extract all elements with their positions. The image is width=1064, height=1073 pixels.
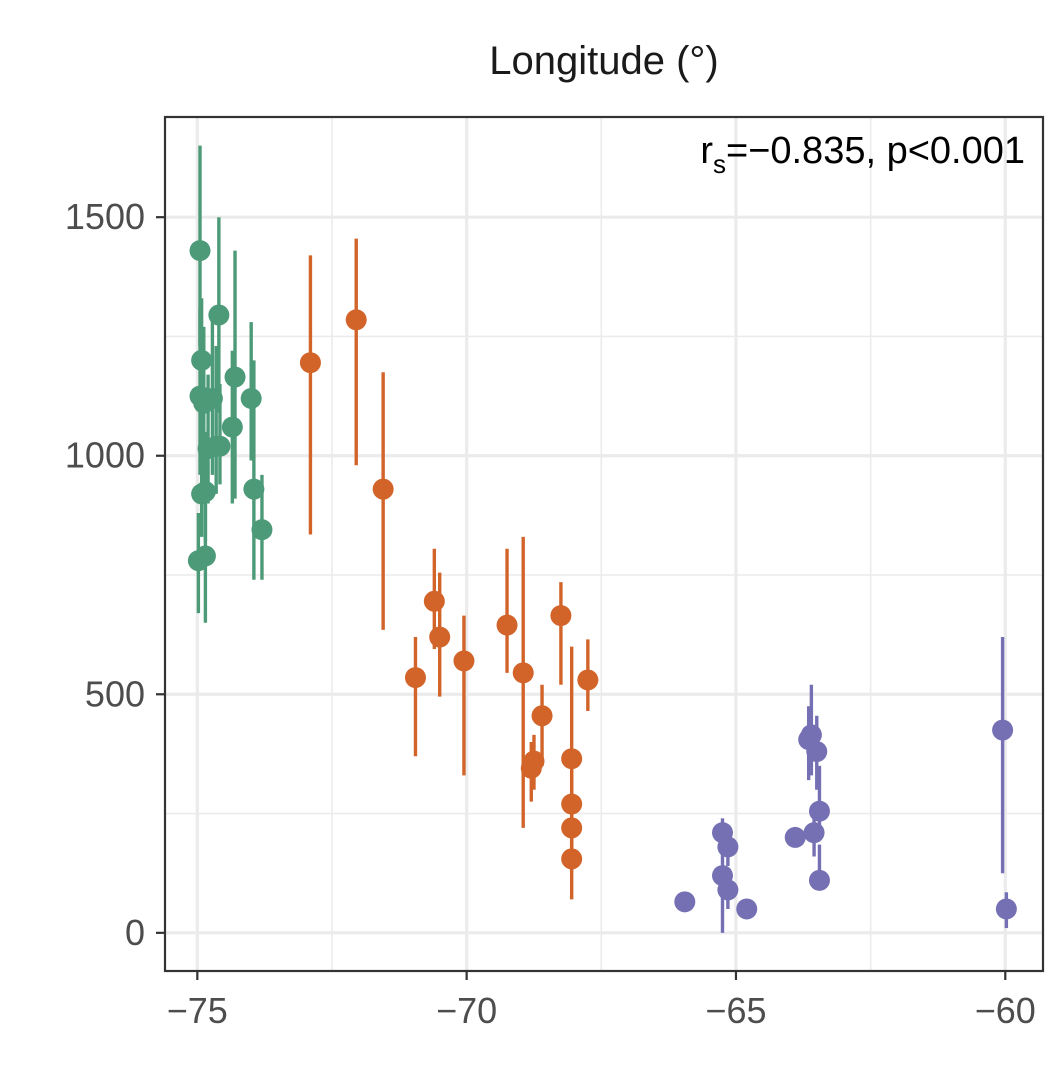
data-point [194, 545, 216, 567]
data-point [453, 650, 475, 672]
data-point [512, 662, 534, 684]
x-tick-label: −65 [705, 990, 766, 1031]
data-point [561, 817, 583, 839]
data-point [429, 626, 451, 648]
data-point [550, 605, 572, 627]
series-group [187, 145, 273, 623]
data-point [736, 898, 758, 920]
data-point [674, 891, 696, 913]
data-point [404, 667, 426, 689]
data-point [240, 387, 262, 409]
data-point [523, 750, 545, 772]
y-tick-label: 1500 [65, 196, 145, 237]
data-point [299, 352, 321, 374]
x-tick-label: −70 [436, 990, 497, 1031]
data-point [221, 416, 243, 438]
stat-annotation-text: =−0.835, p<0.001 [726, 130, 1025, 172]
data-point [561, 848, 583, 870]
data-point [803, 822, 825, 844]
data-point [800, 724, 822, 746]
data-point [808, 869, 830, 891]
y-tick-label: 0 [125, 912, 145, 953]
data-point [251, 519, 273, 541]
data-point [209, 435, 231, 457]
x-tick-label: −75 [167, 990, 228, 1031]
data-point [423, 590, 445, 612]
data-point [189, 240, 211, 262]
data-point [577, 669, 599, 691]
stat-annotation: rs=−0.835, p<0.001 [700, 130, 1025, 179]
data-point [372, 478, 394, 500]
data-point [561, 793, 583, 815]
panel-border [163, 115, 1045, 973]
data-point [208, 304, 230, 326]
series-group [299, 238, 599, 900]
y-tick-label: 500 [85, 673, 145, 714]
x-tick-label: −60 [975, 990, 1036, 1031]
data-point [243, 478, 265, 500]
data-point [808, 800, 830, 822]
data-point [784, 826, 806, 848]
stat-annotation-subscript: s [713, 149, 726, 179]
axes: −75 −70 −65 −60 0 500 1000 1500 [65, 196, 1036, 1031]
data-point [191, 349, 213, 371]
chart-title: Longitude (°) [489, 39, 718, 83]
data-point [194, 481, 216, 503]
data-point [201, 387, 223, 409]
data-point [224, 366, 246, 388]
data-point [717, 879, 739, 901]
data-point [995, 898, 1017, 920]
data-point [561, 748, 583, 770]
data-marks [187, 145, 1017, 933]
stat-annotation-base: r [700, 130, 713, 172]
data-point [806, 741, 828, 763]
data-point [345, 309, 367, 331]
data-point [992, 719, 1014, 741]
grid-lines [165, 117, 1043, 971]
data-point [717, 836, 739, 858]
data-point [531, 705, 553, 727]
data-point [496, 614, 518, 636]
y-tick-label: 1000 [65, 435, 145, 476]
series-group [674, 637, 1017, 933]
